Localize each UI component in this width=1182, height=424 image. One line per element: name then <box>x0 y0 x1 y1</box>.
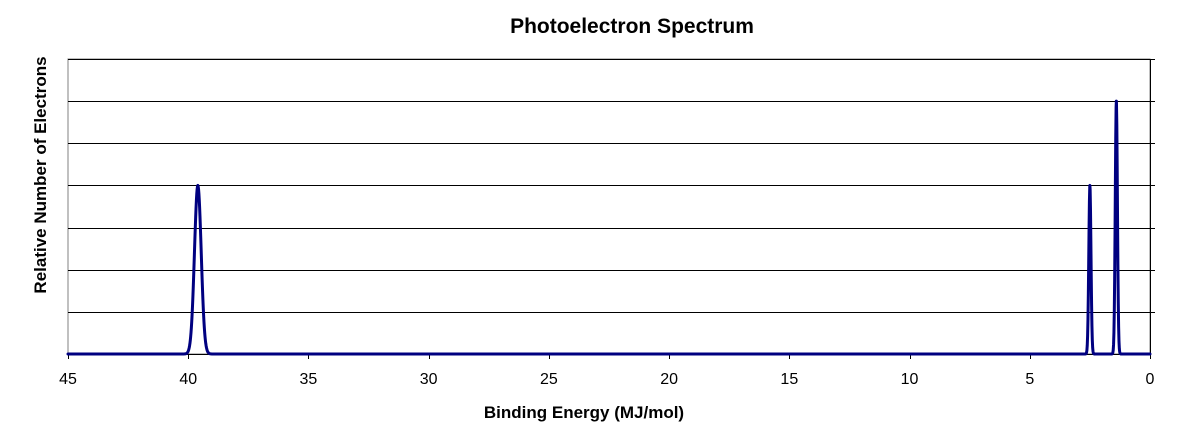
chart-title: Photoelectron Spectrum <box>510 15 754 38</box>
x-tick-label: 10 <box>901 371 919 388</box>
x-axis-label: Binding Energy (MJ/mol) <box>484 403 684 422</box>
x-tick-label: 15 <box>780 371 798 388</box>
y-axis-label: Relative Number of Electrons <box>31 56 50 293</box>
plot-area <box>67 58 1151 355</box>
x-axis-ticks: 45 40 35 30 25 20 15 10 5 0 <box>59 354 1155 388</box>
x-tick-label: 5 <box>1025 371 1034 388</box>
x-tick-label: 25 <box>540 371 558 388</box>
spectrum-series-line <box>66 99 1152 356</box>
x-tick-label: 45 <box>59 371 77 388</box>
x-tick-label: 35 <box>300 371 318 388</box>
x-tick-label: 0 <box>1146 371 1155 388</box>
x-tick-label: 30 <box>420 371 438 388</box>
x-tick-label: 20 <box>660 371 678 388</box>
x-tick-label: 40 <box>179 371 197 388</box>
gridlines <box>68 59 1155 313</box>
series-layer <box>66 99 1152 356</box>
